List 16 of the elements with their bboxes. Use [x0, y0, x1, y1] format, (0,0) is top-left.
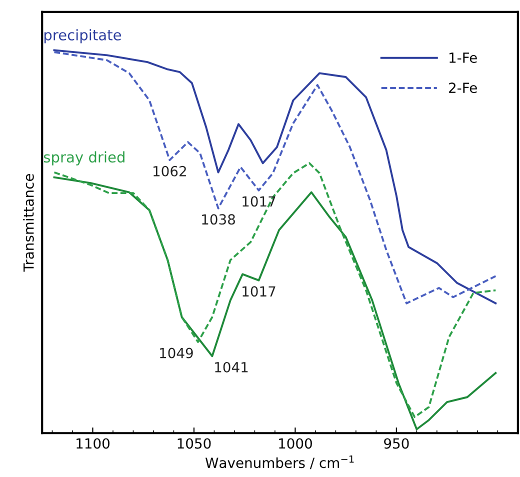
- annotation: 1017: [242, 196, 276, 207]
- legend-label: 1-Fe: [450, 52, 477, 63]
- annotation: 1017: [242, 286, 276, 297]
- annotation: 1041: [215, 362, 248, 372]
- x-axis-title: Wavenumbers / cm$^{−1}$: [205, 455, 354, 470]
- legend-label: 2-Fe: [449, 82, 477, 94]
- x-tick-label: 950: [384, 438, 409, 449]
- annotation: 1038: [202, 214, 235, 225]
- annotation: 1049: [160, 348, 193, 358]
- annotation: spray dried: [44, 151, 124, 166]
- x-tick-label: 1100: [76, 438, 110, 449]
- x-tick-label: 1000: [279, 438, 312, 449]
- x-tick-label: 1050: [178, 438, 211, 449]
- y-axis-title: Transmittance: [23, 174, 34, 272]
- annotation: precipitate: [44, 29, 121, 44]
- annotation: 1062: [154, 166, 186, 176]
